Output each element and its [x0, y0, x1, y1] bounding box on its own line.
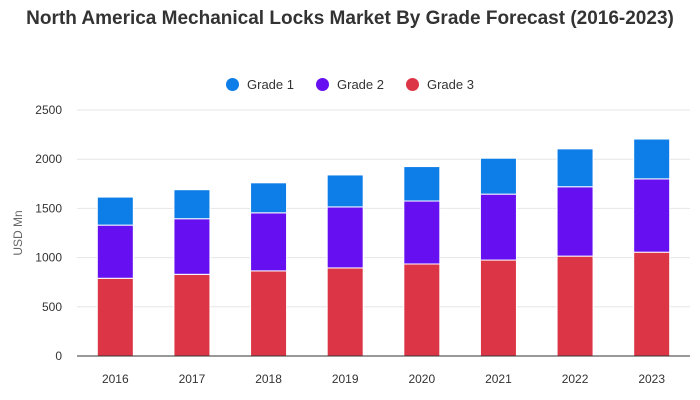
- y-tick-label-1000: 1000: [35, 251, 62, 265]
- legend-item-grade-2[interactable]: Grade 2: [316, 74, 384, 94]
- bar-grade-2-2022: [556, 186, 594, 257]
- bar-grade-2-2019: [326, 206, 364, 269]
- legend-label-grade-3: Grade 3: [426, 76, 474, 92]
- x-tick-label-2020: 2020: [408, 372, 435, 386]
- bar-grade-2-2023: [633, 178, 671, 253]
- bar-grade-3-2022: [556, 255, 594, 357]
- x-tick-label-2023: 2023: [638, 372, 665, 386]
- legend-label-grade-2: Grade 2: [337, 76, 384, 92]
- legend-swatch-grade-2: [316, 77, 329, 91]
- bar-grade-3-2023: [633, 251, 671, 357]
- bar-grade-3-2016: [96, 277, 134, 357]
- bar-grade-2-2021: [479, 193, 517, 261]
- legend-swatch-grade-3: [405, 77, 419, 91]
- bar-grade-2-2016: [96, 224, 134, 279]
- bar-grade-3-2017: [173, 273, 211, 357]
- bar-grade-2-2018: [250, 212, 288, 272]
- bar-grade-1-2019: [326, 174, 364, 208]
- chart-title: North America Mechanical Locks Market By…: [26, 8, 674, 29]
- legend-item-grade-1[interactable]: Grade 1: [226, 74, 294, 94]
- x-tick-label-2017: 2017: [179, 372, 206, 386]
- bar-grade-2-2017: [173, 218, 211, 275]
- bar-grade-3-2018: [250, 270, 288, 357]
- bar-grade-1-2017: [173, 189, 211, 220]
- bar-grade-1-2022: [556, 148, 594, 188]
- bar-grade-1-2023: [633, 138, 671, 180]
- x-tick-label-2018: 2018: [255, 372, 282, 386]
- x-tick-label-2022: 2022: [562, 372, 589, 386]
- y-tick-label-500: 500: [42, 300, 62, 314]
- x-tick-label-2016: 2016: [102, 372, 129, 386]
- legend-swatch-grade-1: [226, 77, 240, 91]
- bar-grade-1-2016: [96, 196, 134, 226]
- x-tick-label-2019: 2019: [332, 372, 359, 386]
- bar-grade-1-2018: [250, 182, 288, 214]
- chart-legend: Grade 1 Grade 2 Grade 3: [0, 74, 700, 94]
- legend-label-grade-1: Grade 1: [247, 76, 294, 92]
- y-tick-label-1500: 1500: [35, 201, 62, 215]
- y-tick-label-0: 0: [55, 349, 62, 363]
- legend-item-grade-3[interactable]: Grade 3: [405, 74, 474, 94]
- y-tick-label-2500: 2500: [35, 103, 62, 117]
- x-tick-label-2021: 2021: [485, 372, 512, 386]
- bar-grade-1-2021: [479, 157, 517, 195]
- bar-grade-3-2021: [479, 259, 517, 357]
- y-axis-label: USD Mn: [11, 210, 25, 255]
- bar-grade-1-2020: [403, 166, 441, 202]
- y-tick-label-2000: 2000: [35, 152, 62, 166]
- bar-grade-3-2019: [326, 267, 364, 357]
- bar-grade-3-2020: [403, 263, 441, 357]
- bar-grade-2-2020: [403, 200, 441, 265]
